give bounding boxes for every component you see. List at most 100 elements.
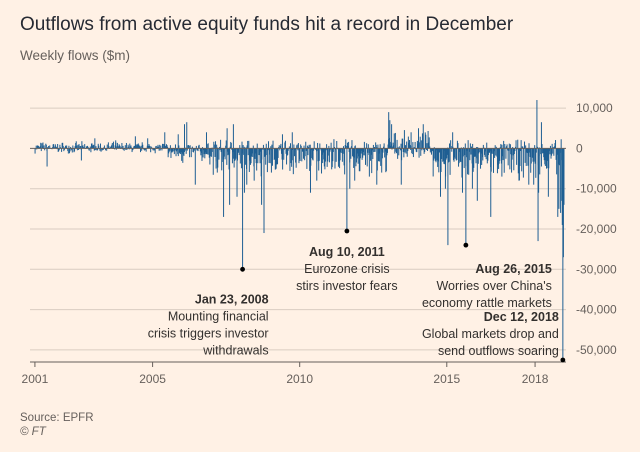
bar	[328, 145, 330, 149]
bar-highlight	[134, 136, 136, 149]
bar	[46, 147, 48, 149]
bar	[58, 148, 60, 150]
bar	[409, 144, 411, 149]
bar	[299, 148, 301, 161]
bar	[63, 148, 65, 150]
bar	[243, 148, 245, 155]
bar	[96, 148, 98, 150]
bar	[311, 148, 313, 160]
bar	[527, 148, 529, 166]
bar	[310, 148, 312, 159]
bar	[81, 145, 83, 149]
bar	[42, 142, 44, 149]
bar	[175, 148, 177, 157]
bar	[156, 146, 158, 149]
bar	[485, 148, 487, 152]
bar	[397, 147, 399, 149]
bar	[77, 144, 79, 149]
bar	[394, 132, 396, 149]
bar	[322, 148, 324, 164]
bar	[467, 140, 469, 149]
bar-highlight	[562, 148, 564, 360]
bar	[209, 148, 211, 165]
bar	[377, 148, 379, 162]
bar	[502, 148, 504, 157]
bar	[74, 146, 76, 149]
bar-highlight	[80, 148, 82, 161]
bar	[426, 143, 428, 149]
bar	[191, 146, 193, 149]
chart-title: Outflows from active equity funds hit a …	[20, 14, 514, 35]
bar	[67, 148, 69, 154]
bar	[204, 148, 206, 159]
bar	[190, 148, 192, 158]
bar	[464, 143, 466, 149]
bar	[374, 148, 376, 152]
bar	[45, 143, 47, 149]
bar	[271, 148, 273, 166]
bar	[164, 146, 166, 149]
bar	[556, 148, 558, 175]
bar	[529, 148, 531, 153]
bar	[70, 148, 72, 150]
bar	[141, 148, 143, 151]
bar	[508, 143, 510, 149]
bar	[85, 146, 87, 149]
bar	[342, 148, 344, 154]
bar	[370, 148, 372, 155]
bar	[350, 146, 352, 149]
bar	[270, 146, 272, 149]
annotation-date: Aug 10, 2011	[309, 245, 385, 259]
bar	[159, 148, 161, 151]
bar	[227, 148, 229, 156]
bar	[170, 148, 172, 158]
bar-highlight	[538, 148, 540, 193]
bar	[332, 148, 334, 152]
annotation-date: Dec 12, 2018	[484, 310, 559, 324]
bar	[549, 145, 551, 149]
bar	[108, 146, 110, 149]
bar	[181, 148, 183, 154]
y-tick-label: 10,000	[576, 101, 613, 115]
bar	[213, 141, 215, 149]
bar	[165, 145, 167, 149]
bar	[526, 148, 528, 153]
bar	[163, 144, 165, 149]
bar	[525, 145, 527, 149]
axes: 10,000 0 -10,000 -20,000 -30,000 -40,000 -50,0…	[22, 101, 617, 386]
bar	[58, 148, 60, 152]
bar	[181, 148, 183, 161]
annotation-text: send outflows soaring	[438, 344, 559, 358]
bar	[553, 148, 555, 156]
bar	[216, 144, 218, 149]
bar	[110, 146, 112, 149]
bar	[203, 148, 205, 155]
x-tick-label: 2001	[22, 372, 49, 386]
bar	[311, 148, 313, 151]
bar	[247, 148, 249, 156]
bar	[506, 144, 508, 149]
bar	[139, 146, 141, 149]
bar	[433, 148, 435, 161]
bar	[479, 148, 481, 153]
bar	[39, 146, 41, 149]
bar	[185, 148, 187, 154]
bar	[352, 148, 354, 156]
bar	[430, 148, 432, 155]
bar	[135, 144, 137, 149]
bar	[138, 144, 140, 149]
bar	[309, 144, 311, 149]
bar	[450, 146, 452, 149]
bar	[306, 145, 308, 149]
bar	[149, 146, 151, 149]
bar	[412, 142, 414, 149]
bar	[274, 148, 276, 170]
bar	[258, 148, 260, 156]
bar	[493, 148, 495, 173]
bar	[534, 145, 536, 149]
bar-highlight	[490, 148, 492, 217]
bar	[482, 148, 484, 161]
bar	[408, 140, 410, 149]
bar	[224, 148, 226, 160]
bar	[456, 140, 458, 149]
